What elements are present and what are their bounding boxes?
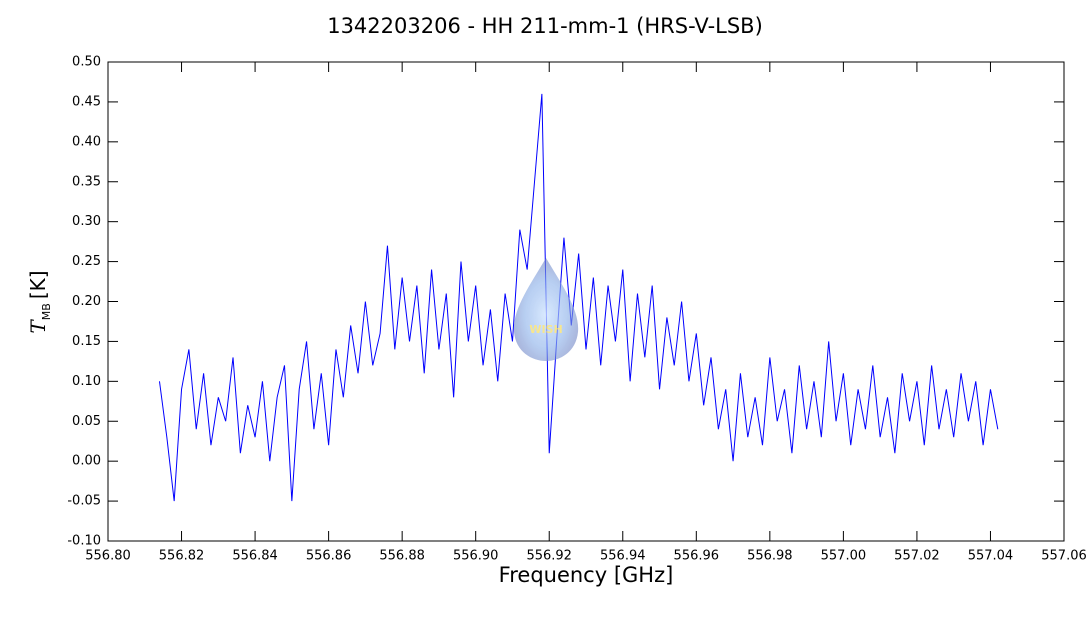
x-tick-label: 557.06 [1041,549,1087,564]
y-tick-label: 0.30 [72,214,101,229]
y-tick-label: 0.35 [72,174,101,189]
x-tick-label: 556.90 [453,549,499,564]
watermark-text: WISH [529,323,562,336]
y-tick-label: 0.40 [72,134,101,149]
plot-area: 556.80 556.82 556.84 556.86 556.88 556.90 556.… [67,55,1086,564]
x-tick-label: 556.86 [306,549,352,564]
plot-frame [107,61,1065,542]
y-tick-label: 0.50 [72,55,101,70]
y-tick-label: 0.45 [72,94,101,109]
x-tick-label: 556.88 [379,549,425,564]
x-tick-label: 557.00 [821,549,867,564]
spectrum-line [158,93,999,502]
x-tick-label: 556.94 [600,549,646,564]
x-tick-label: 556.92 [526,549,572,564]
y-tick-label: 0.20 [72,294,101,309]
x-tick-label: 557.04 [968,549,1014,564]
watermark-logo: WISH [513,258,579,361]
y-axis-label: TMB [K] [26,270,53,333]
y-tick-label: 0.25 [72,254,101,269]
y-tick-label: 0.10 [72,374,101,389]
y-tick-label: 0.00 [72,454,101,469]
chart-title: 1342203206 - HH 211-mm-1 (HRS-V-LSB) [327,14,763,38]
x-tick-label: 556.96 [674,549,720,564]
x-tick-label: 556.84 [232,549,278,564]
y-tick-label: -0.05 [67,494,101,509]
y-label-subscript: MB [40,303,53,320]
x-axis-label: Frequency [GHz] [499,563,674,587]
x-tick-label: 557.02 [894,549,940,564]
x-tick-label: 556.80 [85,549,131,564]
watermark-drop [513,258,579,361]
y-label-unit: [K] [26,270,50,299]
y-tick-label: -0.10 [67,534,101,549]
y-label-symbol: T [26,319,50,334]
x-tick-label: 556.98 [747,549,793,564]
x-tick-label: 556.82 [159,549,205,564]
y-tick-label: 0.05 [72,414,101,429]
y-tick-label: 0.15 [72,334,101,349]
